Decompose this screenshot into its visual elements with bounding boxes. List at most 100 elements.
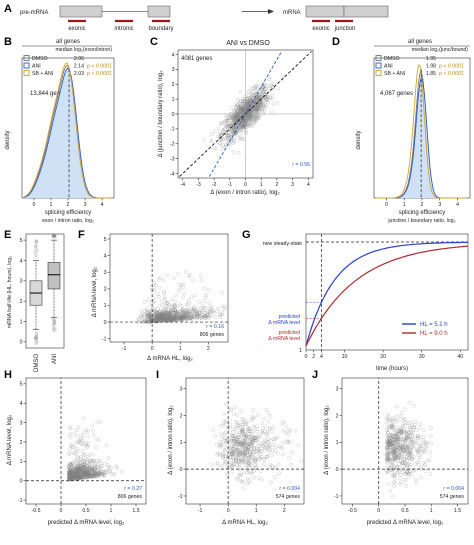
scatter-point — [218, 141, 222, 145]
y-tick-label: 3 — [104, 270, 107, 276]
y-tick-label: 4 — [172, 52, 175, 58]
panel-e-frame — [25, 233, 65, 349]
scatter-point — [414, 481, 419, 486]
scatter-point — [173, 308, 178, 313]
scatter-point — [242, 463, 247, 468]
scatter-point — [398, 476, 403, 480]
scatter-point — [402, 478, 407, 482]
panel-d-subtitle: median log₂(junc/bound) — [412, 47, 469, 53]
scatter-point — [386, 431, 390, 435]
scatter-point — [222, 411, 226, 416]
scatter-point — [241, 450, 246, 454]
panel-label-g: G — [242, 229, 251, 241]
y-tick-label: 2 — [104, 287, 107, 293]
panel-c-plot — [178, 50, 313, 178]
scatter-point — [419, 442, 424, 446]
scatter-point — [271, 85, 276, 89]
scatter-point — [397, 455, 401, 460]
exonic-label: exonic — [68, 26, 85, 32]
scatter-point — [222, 436, 227, 440]
scatter-point — [294, 428, 298, 433]
scatter-point — [175, 304, 180, 308]
outlier-point — [34, 330, 38, 334]
scatter-point — [247, 461, 252, 465]
scatter-point — [265, 100, 270, 105]
scatter-point — [264, 91, 269, 96]
scatter-point — [385, 454, 389, 458]
fit-line — [209, 51, 282, 177]
panel-g-steady: new steady-state — [263, 241, 302, 247]
scatter-point — [230, 449, 235, 454]
scatter-point — [402, 441, 407, 445]
scatter-point — [399, 480, 403, 485]
panel-g: G new steady-state predicted Δ mRNA level… — [242, 229, 469, 372]
scatter-point — [266, 419, 270, 424]
scatter-point — [221, 130, 226, 134]
scatter-point — [396, 444, 400, 449]
scatter-point — [73, 465, 77, 470]
scatter-point — [229, 106, 234, 110]
x-tick-label: -4 — [180, 182, 185, 188]
scatter-point — [188, 316, 193, 320]
x-tick-label: 1 — [179, 346, 182, 352]
scatter-point — [402, 437, 406, 442]
scatter-point — [163, 309, 167, 314]
scatter-point — [423, 447, 428, 452]
scatter-point — [266, 445, 271, 449]
scatter-point — [276, 86, 280, 91]
scatter-point — [86, 473, 90, 478]
legend-value: 2.06 — [74, 56, 84, 62]
scatter-point — [67, 452, 71, 456]
scatter-point — [252, 446, 256, 451]
panel-j-xlabel: predicted Δ mRNA level, log₂ — [367, 520, 444, 526]
x-tick-label: 4 — [101, 202, 104, 208]
scatter-point — [243, 422, 248, 427]
scatter-point — [241, 118, 246, 123]
scatter-point — [401, 446, 405, 450]
scatter-point — [95, 420, 100, 425]
scatter-point — [232, 427, 236, 431]
scatter-point — [385, 457, 389, 462]
scatter-point — [152, 300, 156, 305]
scatter-point — [242, 439, 247, 443]
scatter-point — [410, 472, 414, 477]
scatter-point — [243, 94, 247, 98]
scatter-point — [239, 479, 243, 484]
scatter-point — [166, 317, 170, 322]
outlier-point — [34, 336, 37, 340]
scatter-point — [389, 418, 394, 423]
scatter-point — [419, 444, 424, 448]
legend-value: 2.03 — [74, 71, 84, 77]
scatter-point — [180, 304, 184, 308]
panel-f-genes: 806 genes — [200, 332, 225, 338]
scatter-point — [270, 429, 274, 433]
scatter-point — [91, 458, 96, 463]
scatter-point — [419, 466, 423, 471]
scatter-point — [234, 458, 238, 463]
scatter-point — [242, 434, 246, 439]
scatter-point — [237, 439, 241, 444]
scatter-point — [234, 420, 238, 425]
scatter-point — [270, 110, 274, 115]
scatter-point — [182, 311, 187, 315]
x-tick-label: 30 — [419, 354, 425, 360]
scatter-point — [221, 452, 226, 457]
scatter-point — [209, 139, 214, 143]
scatter-point — [239, 137, 243, 142]
scatter-point — [244, 419, 249, 424]
scatter-point — [169, 317, 173, 321]
scatter-point — [268, 480, 273, 485]
panel-f: F Δ mRNA level, log₂ r = 0.16 806 genes … — [78, 229, 229, 362]
legend-p: p < 0.0001 — [86, 64, 112, 70]
scatter-point — [262, 87, 267, 92]
scatter-point — [75, 467, 79, 472]
scatter-point — [259, 455, 264, 459]
scatter-point — [408, 451, 412, 455]
scatter-point — [209, 139, 213, 144]
scatter-point — [222, 447, 227, 452]
scatter-point — [79, 455, 83, 459]
scatter-point — [241, 432, 245, 436]
y-tick-label: -4 — [170, 171, 175, 177]
scatter-point — [218, 453, 222, 458]
scatter-point — [188, 316, 193, 320]
